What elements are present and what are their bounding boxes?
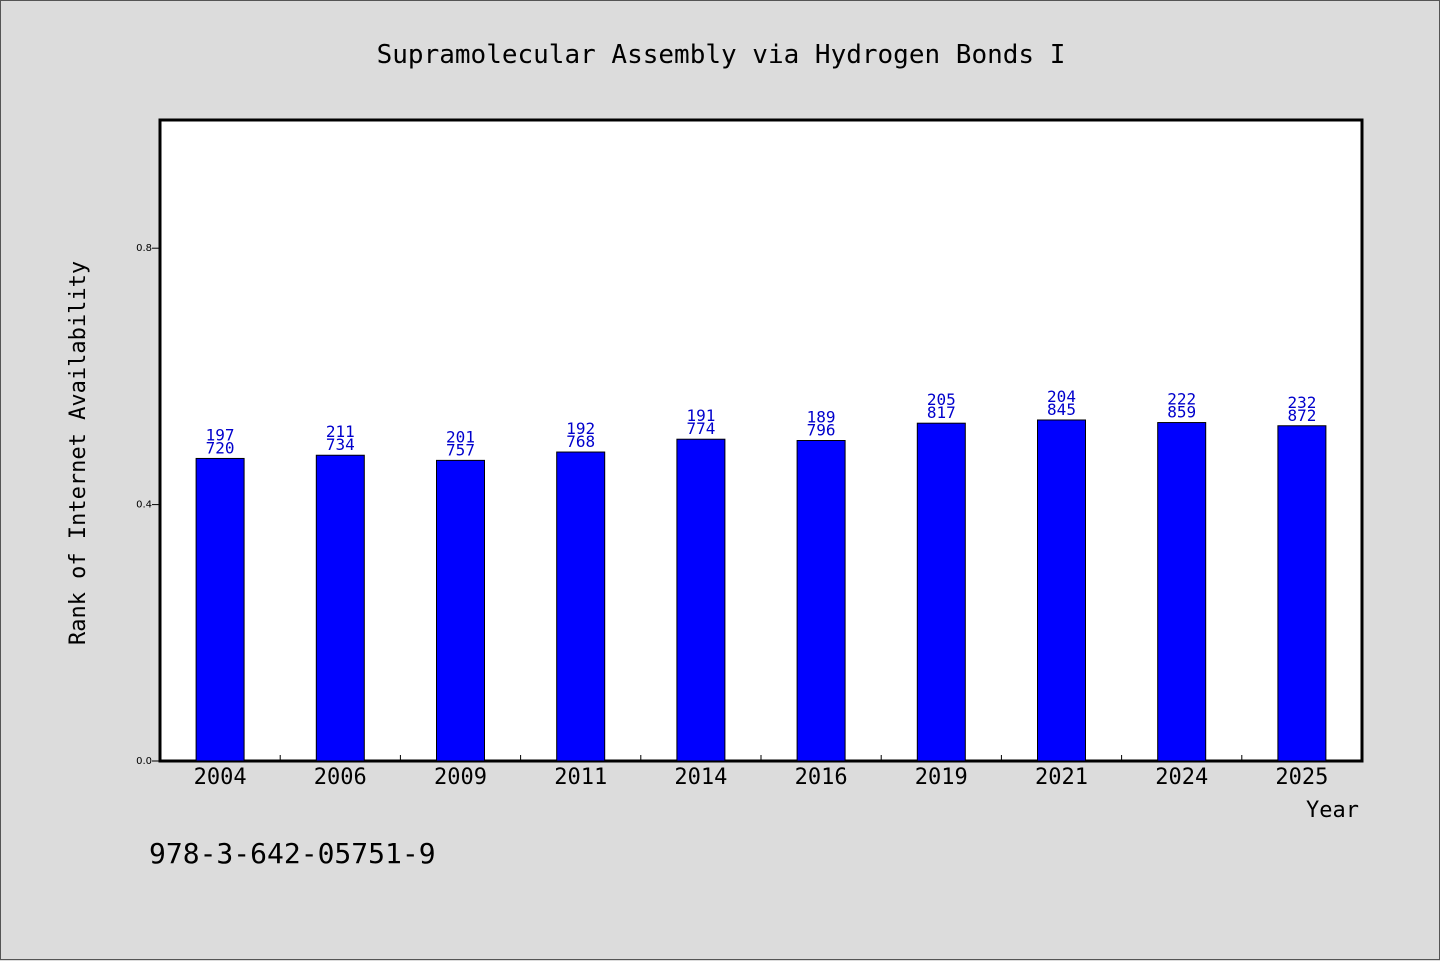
data-label-top: 205 <box>927 390 956 409</box>
x-tick-label: 2021 <box>1035 765 1088 790</box>
x-tick-label: 2024 <box>1155 765 1208 790</box>
data-label-bottom: 859 <box>1167 403 1196 422</box>
x-axis-ticks: 2004 2006 2009 2011 2014 2016 2019 2021 2024 2025 <box>194 755 1328 790</box>
y-tick-label: 0.8 <box>136 243 152 254</box>
data-label-top: 222 <box>1167 390 1196 409</box>
bar <box>556 451 606 762</box>
y-axis-ticks: 0.0 0.4 0.8 <box>136 243 160 767</box>
bar <box>436 459 485 762</box>
data-label-bottom: 845 <box>1047 400 1076 419</box>
chart-title: Supramolecular Assembly via Hydrogen Bon… <box>377 40 1066 70</box>
data-label-top: 201 <box>446 427 475 446</box>
data-label-top: 189 <box>807 408 836 427</box>
data-label-top: 204 <box>1047 387 1076 406</box>
bar <box>1277 425 1327 762</box>
x-axis-label: Year <box>1306 798 1359 823</box>
y-axis-label: Rank of Internet Availability <box>66 261 91 645</box>
data-label-bottom: 817 <box>927 403 956 422</box>
bar <box>916 422 966 762</box>
x-tick-label: 2006 <box>314 765 367 790</box>
isbn-text: 978-3-642-05751-9 <box>149 837 436 870</box>
y-tick-label: 0.4 <box>136 500 152 511</box>
x-tick-label: 2009 <box>434 765 487 790</box>
data-label-bottom: 734 <box>326 435 355 454</box>
data-label-bottom: 720 <box>206 438 235 457</box>
x-tick-label: 2014 <box>674 765 727 790</box>
data-label-bottom: 768 <box>566 432 595 451</box>
data-label-top: 211 <box>326 422 355 441</box>
x-tick-label: 2011 <box>554 765 607 790</box>
x-tick-label: 2019 <box>915 765 968 790</box>
data-label-top: 232 <box>1287 393 1316 412</box>
data-label-top: 192 <box>566 419 595 438</box>
data-label-bottom: 774 <box>686 419 715 438</box>
data-label-bottom: 872 <box>1287 406 1316 425</box>
bar <box>315 454 365 762</box>
bar <box>1037 419 1086 762</box>
bar <box>676 438 726 762</box>
y-tick-label: 0.0 <box>136 756 152 767</box>
data-label-top: 197 <box>206 425 235 444</box>
data-label-bottom: 796 <box>807 421 836 440</box>
bar-series <box>195 419 1327 762</box>
x-tick-label: 2004 <box>194 765 247 790</box>
x-tick-label: 2025 <box>1275 765 1328 790</box>
data-label-bottom: 757 <box>446 440 475 459</box>
data-label-top: 191 <box>686 406 715 425</box>
bar <box>1157 422 1207 762</box>
bar <box>796 440 846 762</box>
x-tick-label: 2016 <box>795 765 848 790</box>
bar <box>195 457 245 762</box>
